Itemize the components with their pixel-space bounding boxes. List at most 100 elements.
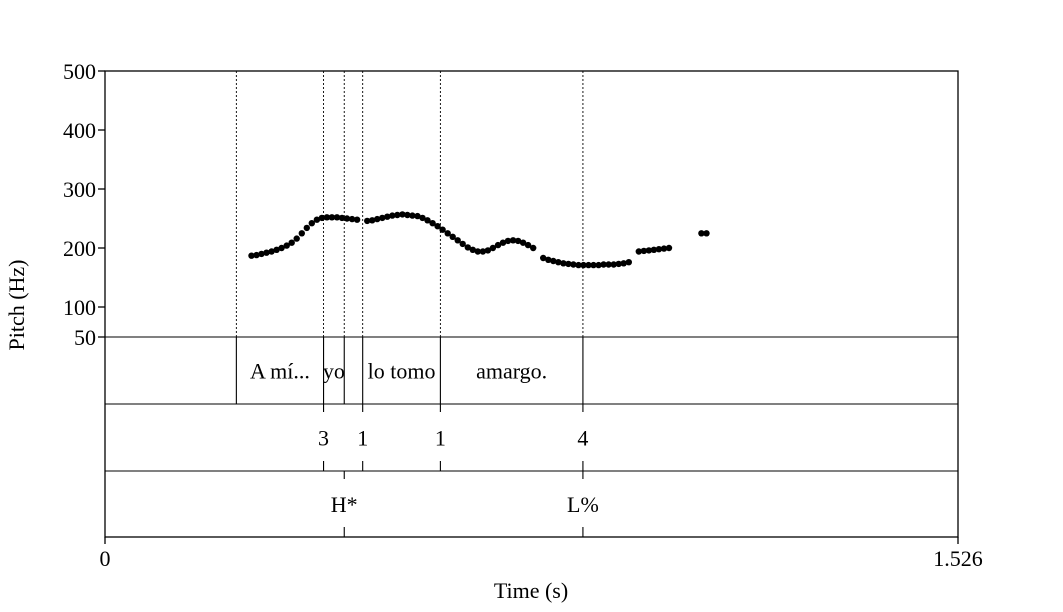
y-tick-label: 50 (74, 325, 96, 350)
pitch-point (303, 224, 310, 232)
break-index-label: 3 (318, 426, 329, 451)
y-tick-label: 400 (63, 118, 96, 143)
pitch-point (545, 256, 552, 263)
pitch-point (444, 230, 451, 237)
word-label: lo tomo (368, 359, 436, 384)
pitch-point (318, 214, 326, 222)
pitch-point (530, 244, 537, 252)
pitch-point (620, 260, 627, 267)
pitch-point (419, 214, 426, 222)
pitch-point (389, 212, 396, 219)
x-tick-label-end: 1.526 (933, 546, 983, 571)
pitch-point (550, 257, 557, 265)
word-label: amargo. (476, 359, 547, 384)
pitch-point (293, 235, 300, 242)
y-tick-label: 200 (63, 236, 96, 261)
pitch-point (333, 214, 341, 221)
pitch-point (514, 237, 522, 245)
pitch-point (635, 248, 642, 255)
pitch-point (248, 252, 255, 259)
pitch-point (454, 237, 461, 244)
break-index-label: 1 (357, 426, 368, 451)
x-axis: 0 1.526 Time (s) (100, 537, 983, 603)
pitch-point (703, 230, 710, 237)
break-index-label: 4 (577, 426, 588, 451)
pitch-point (524, 241, 532, 249)
pitch-point (263, 249, 270, 256)
pitch-point (343, 215, 351, 222)
pitch-point (449, 233, 456, 240)
pitch-point (595, 261, 602, 269)
pitch-point (555, 259, 562, 266)
pitch-point (364, 217, 371, 225)
y-tick-label: 300 (63, 177, 96, 202)
pitch-point (469, 246, 476, 253)
pitch-point (384, 213, 391, 220)
pitch-point (489, 244, 497, 252)
pitch-point (605, 261, 612, 268)
pitch-point (560, 260, 567, 267)
pitch-point (565, 260, 572, 268)
tone-label: H* (331, 492, 358, 517)
pitch-point (655, 246, 663, 253)
pitch-point (600, 261, 607, 268)
pitch-point (313, 216, 321, 223)
frame-border (104, 70, 959, 538)
pitch-point (404, 211, 411, 219)
pitch-point (429, 220, 436, 227)
boundary-lines (235, 71, 584, 537)
pitch-point (394, 211, 401, 219)
word-label: A mí... (250, 359, 310, 384)
pitch-point (645, 247, 653, 254)
pitch-points (248, 211, 710, 269)
x-tick-label-start: 0 (100, 546, 111, 571)
annotation-tiers: A mí... yo lo tomo amargo. 3 1 1 4 H* L% (250, 359, 599, 518)
x-axis-title: Time (s) (494, 578, 568, 603)
pitch-point (273, 246, 280, 253)
pitch-point (258, 250, 265, 258)
pitch-point (399, 211, 406, 218)
pitch-point (575, 261, 582, 269)
pitch-point (625, 259, 632, 266)
pitch-point (650, 246, 658, 253)
pitch-point (610, 261, 617, 268)
pitch-point (509, 237, 517, 244)
pitch-point (499, 239, 507, 246)
pitch-point (268, 248, 275, 255)
pitch-point (323, 214, 331, 221)
pitch-point (348, 215, 356, 223)
pitch-point (424, 217, 431, 224)
pitch-point (328, 214, 336, 221)
pitch-point (484, 247, 492, 254)
pitch-point (439, 226, 446, 233)
tone-label: L% (567, 492, 599, 517)
pitch-point (298, 230, 305, 237)
y-tick-label: 100 (63, 295, 96, 320)
y-axis-title: Pitch (Hz) (4, 259, 29, 350)
word-label: yo (323, 359, 345, 384)
pitch-point (504, 237, 512, 245)
pitch-point (665, 244, 673, 252)
pitch-point (283, 242, 290, 249)
pitch-point (288, 239, 295, 246)
pitch-point (353, 216, 361, 223)
pitch-point (479, 248, 487, 255)
pitch-point (278, 244, 285, 252)
pitch-point (640, 247, 648, 255)
y-axis: 50 100 200 300 400 500 (63, 59, 105, 350)
pitch-point (379, 214, 386, 222)
pitch-point (308, 220, 315, 227)
pitch-point (464, 244, 471, 251)
pitch-point (409, 212, 416, 219)
break-index-label: 1 (435, 426, 446, 451)
pitch-point (253, 251, 260, 259)
pitch-point (540, 254, 547, 262)
pitch-point (459, 240, 466, 248)
pitch-point (660, 245, 668, 252)
pitch-point (590, 261, 597, 269)
y-tick-label: 500 (63, 59, 96, 84)
pitch-point (369, 217, 376, 224)
pitch-point (474, 248, 481, 255)
